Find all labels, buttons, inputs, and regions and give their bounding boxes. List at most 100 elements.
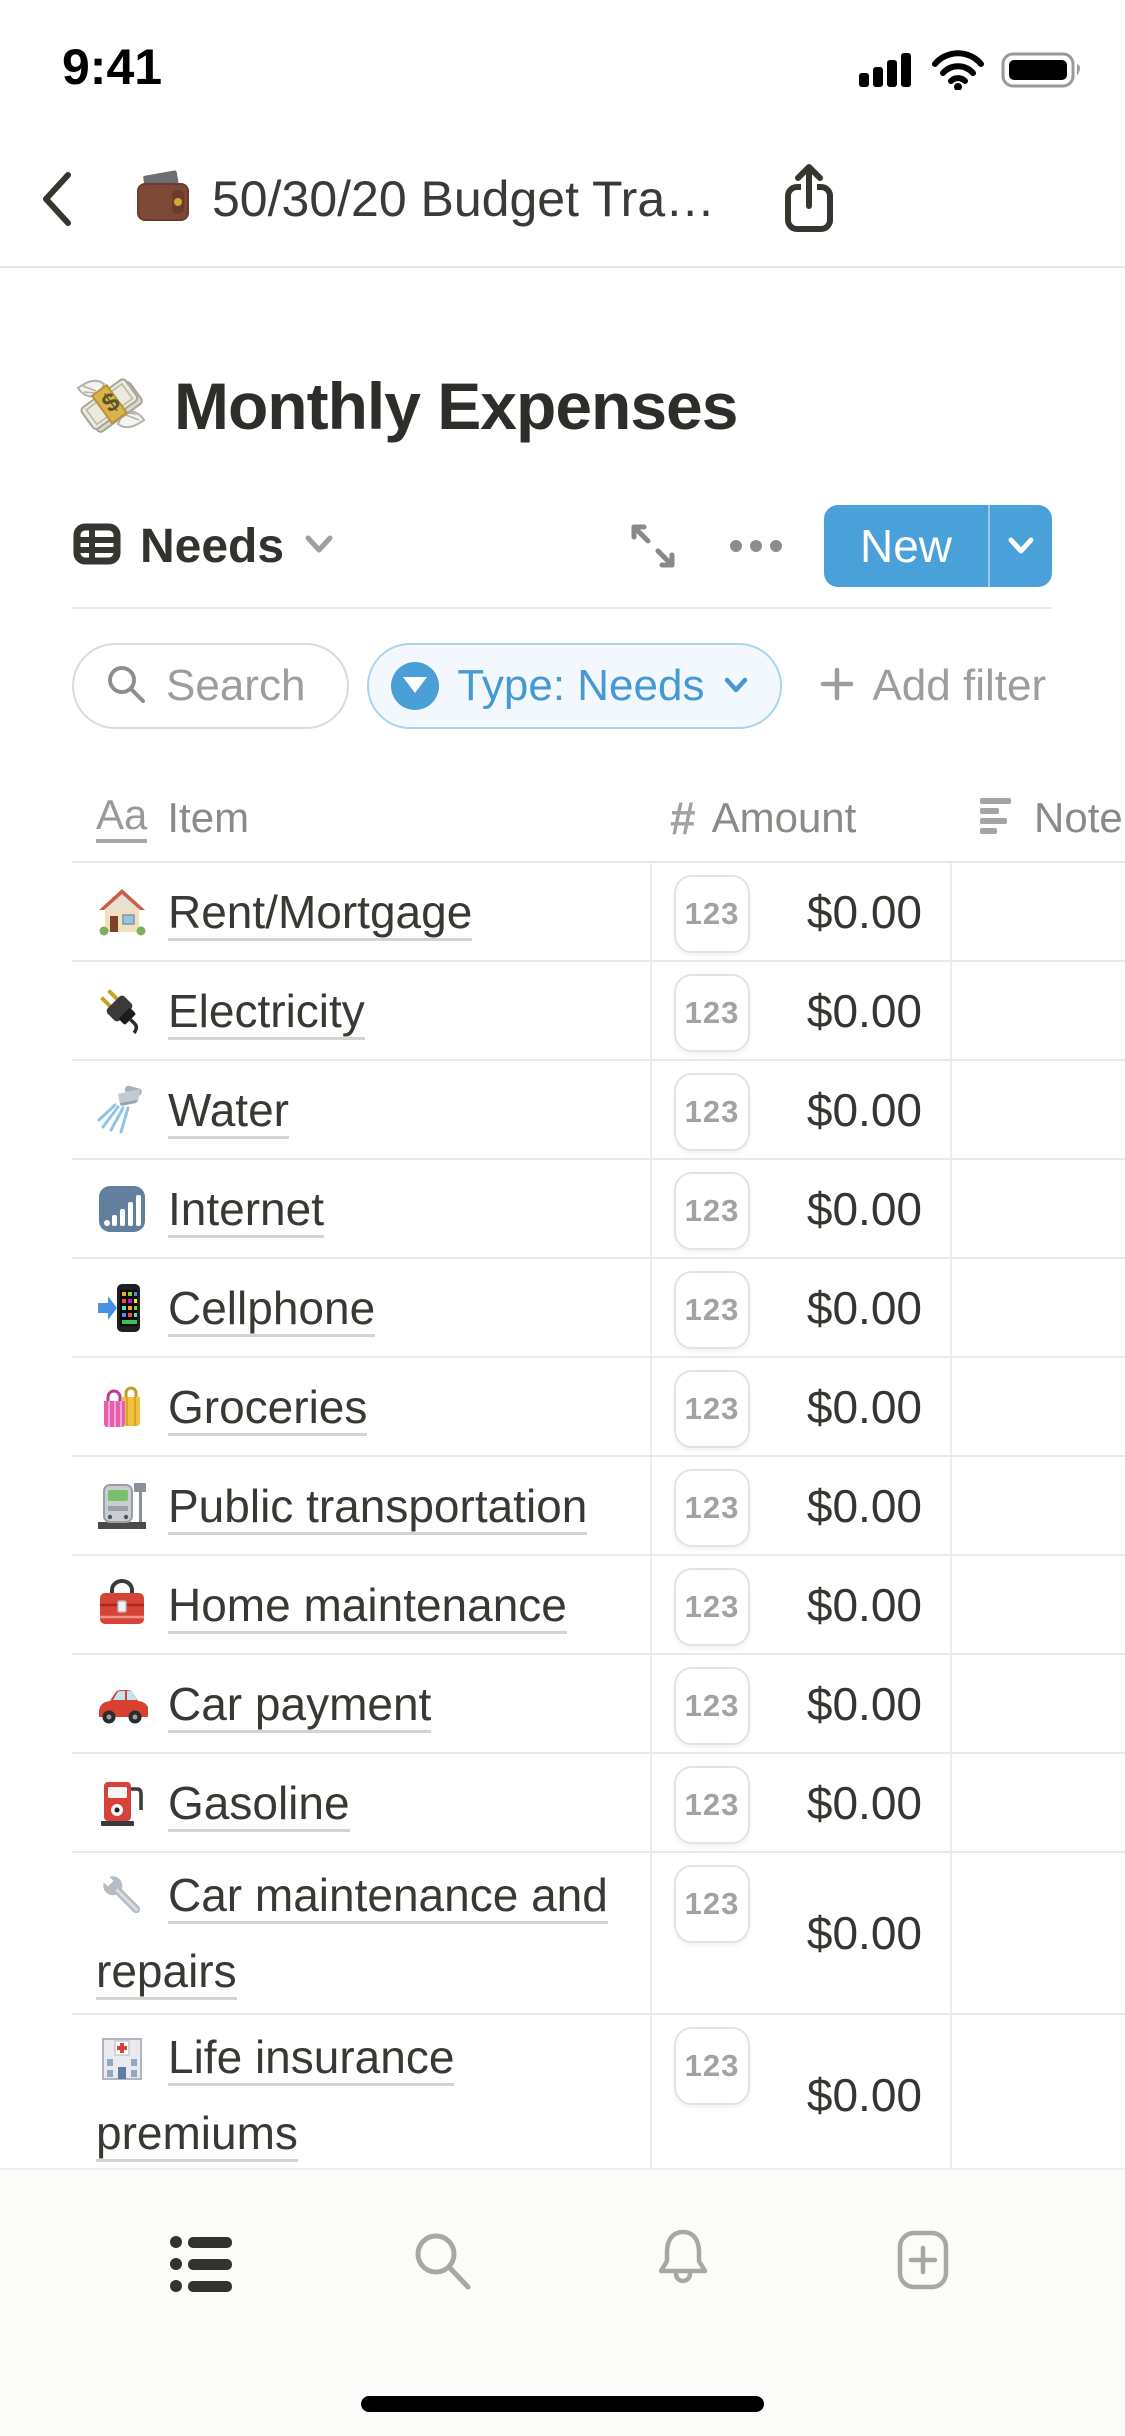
table-row[interactable]: Internet 123 $0.00 (72, 1160, 1125, 1259)
amount-cell[interactable]: 123 $0.00 (650, 1061, 952, 1158)
table-row[interactable]: Public transportation 123 $0.00 (72, 1457, 1125, 1556)
tab-new-page[interactable] (889, 2226, 957, 2299)
share-icon[interactable] (779, 160, 839, 238)
item-cell[interactable]: Home maintenance (72, 1556, 650, 1653)
note-cell[interactable] (952, 962, 1125, 1059)
new-button-group: New (823, 505, 1052, 587)
note-cell[interactable] (952, 1556, 1125, 1653)
fuel-pump-icon (96, 1775, 148, 1827)
table-body: Rent/Mortgage 123 $0.00 Electricity 123 … (0, 863, 1125, 2177)
amount-cell[interactable]: 123 $0.00 (650, 1754, 952, 1851)
amount-value: $0.00 (806, 1776, 922, 1829)
item-cell[interactable]: Water (72, 1061, 650, 1158)
item-cell[interactable]: Car payment (72, 1655, 650, 1752)
item-cell[interactable]: Cellphone (72, 1259, 650, 1356)
view-switcher[interactable]: Needs (72, 519, 336, 574)
amount-cell[interactable]: 123 $0.00 (650, 2015, 952, 2175)
amount-cell[interactable]: 123 $0.00 (650, 1655, 952, 1752)
new-button[interactable]: New (859, 520, 952, 572)
search-placeholder: Search (166, 661, 306, 710)
amount-cell[interactable]: 123 $0.00 (650, 1160, 952, 1257)
more-options-icon[interactable] (728, 539, 784, 553)
column-header-amount[interactable]: # Amount (670, 792, 857, 844)
amount-cell[interactable]: 123 $0.00 (650, 1853, 952, 2013)
note-cell[interactable] (952, 1754, 1125, 1851)
table-row[interactable]: Electricity 123 $0.00 (72, 962, 1125, 1061)
table-row[interactable]: Groceries 123 $0.00 (72, 1358, 1125, 1457)
number-property-badge[interactable]: 123 (674, 1568, 750, 1646)
amount-value: $0.00 (806, 1907, 922, 1959)
amount-value: $0.00 (806, 885, 922, 938)
chevron-down-icon (302, 531, 336, 562)
back-button[interactable] (38, 169, 74, 229)
table-row[interactable]: Home maintenance 123 $0.00 (72, 1556, 1125, 1655)
cellular-signal-icon (857, 51, 915, 94)
item-cell[interactable]: Life insurance premiums (72, 2015, 650, 2175)
number-property-badge[interactable]: 123 (674, 875, 750, 953)
number-property-badge[interactable]: 123 (674, 1766, 750, 1844)
add-filter-button[interactable]: Add filter (818, 661, 1046, 711)
page-header: $ Monthly Expenses (72, 364, 1052, 447)
breadcrumb[interactable]: 50/30/20 Budget Tra… (134, 168, 715, 231)
number-property-badge[interactable]: 123 (674, 1469, 750, 1547)
item-cell[interactable]: Rent/Mortgage (72, 863, 650, 960)
note-cell[interactable] (952, 863, 1125, 960)
item-title: Car payment (168, 1677, 432, 1733)
table-row[interactable]: Car maintenance and repairs 123 $0.00 (72, 1853, 1125, 2015)
home-indicator[interactable] (361, 2396, 764, 2412)
table-row[interactable]: Car payment 123 $0.00 (72, 1655, 1125, 1754)
tab-search[interactable] (408, 2226, 476, 2299)
amount-cell[interactable]: 123 $0.00 (650, 1457, 952, 1554)
number-property-badge[interactable]: 123 (674, 974, 750, 1052)
table-row[interactable]: Rent/Mortgage 123 $0.00 (72, 863, 1125, 962)
item-cell[interactable]: Internet (72, 1160, 650, 1257)
note-cell[interactable] (952, 1358, 1125, 1455)
expand-icon[interactable] (626, 519, 680, 573)
new-dropdown-button[interactable] (990, 505, 1052, 587)
bottom-tab-bar (0, 2168, 1125, 2436)
item-cell[interactable]: Public transportation (72, 1457, 650, 1554)
amount-cell[interactable]: 123 $0.00 (650, 1259, 952, 1356)
money-with-wings-icon: $ (72, 364, 150, 447)
table-row[interactable]: Life insurance premiums 123 $0.00 (72, 2015, 1125, 2177)
table-row[interactable]: Gasoline 123 $0.00 (72, 1754, 1125, 1853)
amount-cell[interactable]: 123 $0.00 (650, 863, 952, 960)
tab-notifications-bell[interactable] (649, 2226, 717, 2299)
column-header-item[interactable]: Aa Item (96, 790, 250, 843)
status-icons (857, 50, 1085, 95)
table-row[interactable]: Water 123 $0.00 (72, 1061, 1125, 1160)
number-property-badge[interactable]: 123 (674, 2027, 750, 2105)
train-station-icon (96, 1478, 148, 1530)
search-input[interactable]: Search (72, 643, 350, 729)
item-cell[interactable]: Gasoline (72, 1754, 650, 1851)
amount-cell[interactable]: 123 $0.00 (650, 1556, 952, 1653)
column-header-note[interactable]: Note (952, 794, 1125, 842)
filter-funnel-icon (391, 662, 440, 710)
tab-sidebar-list[interactable] (168, 2226, 236, 2299)
number-property-badge[interactable]: 123 (674, 1370, 750, 1448)
amount-cell[interactable]: 123 $0.00 (650, 1358, 952, 1455)
item-cell[interactable]: Electricity (72, 962, 650, 1059)
amount-value: $0.00 (806, 1479, 922, 1532)
amount-cell[interactable]: 123 $0.00 (650, 962, 952, 1059)
note-cell[interactable] (952, 2015, 1125, 2175)
amount-value: $0.00 (806, 1083, 922, 1136)
note-cell[interactable] (952, 1160, 1125, 1257)
number-property-badge[interactable]: 123 (674, 1073, 750, 1151)
house-icon (96, 884, 148, 936)
number-property-badge[interactable]: 123 (674, 1271, 750, 1349)
note-cell[interactable] (952, 1853, 1125, 2013)
item-cell[interactable]: Car maintenance and repairs (72, 1853, 650, 2013)
note-cell[interactable] (952, 1457, 1125, 1554)
table-row[interactable]: Cellphone 123 $0.00 (72, 1259, 1125, 1358)
number-property-badge[interactable]: 123 (674, 1172, 750, 1250)
item-title: Gasoline (168, 1776, 350, 1832)
number-property-badge[interactable]: 123 (674, 1667, 750, 1745)
filter-chip-type[interactable]: Type: Needs (367, 643, 783, 729)
number-property-badge[interactable]: 123 (674, 1865, 750, 1943)
note-cell[interactable] (952, 1061, 1125, 1158)
note-cell[interactable] (952, 1259, 1125, 1356)
item-cell[interactable]: Groceries (72, 1358, 650, 1455)
note-cell[interactable] (952, 1655, 1125, 1752)
wallet-icon (134, 168, 192, 231)
